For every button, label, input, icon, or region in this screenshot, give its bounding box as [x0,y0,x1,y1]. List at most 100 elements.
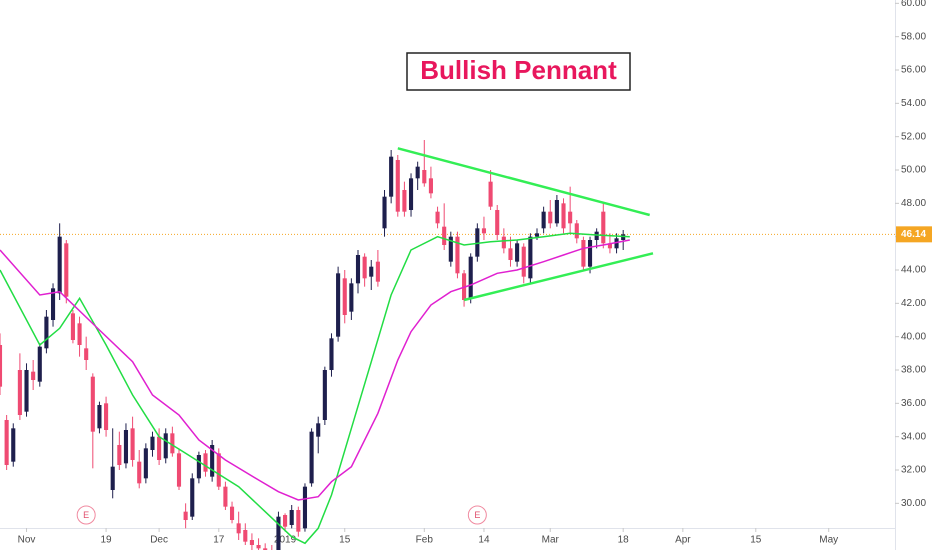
annotation: Bullish Pennant [420,55,617,85]
candle-body [4,420,9,465]
candle-body [210,445,215,477]
candle-body [296,510,301,532]
candle-body [408,178,414,210]
x-tick-label: Mar [542,535,560,546]
candle-body [17,370,22,415]
moving-average [0,232,630,545]
candle-body [501,236,506,249]
x-tick-label: May [819,535,838,546]
candle-body [0,345,3,387]
moving-average [0,239,630,501]
candle-body [594,231,599,240]
candle-body [150,436,155,450]
earnings-marker [467,505,487,525]
candle-body [283,515,288,527]
candle-body [157,436,162,460]
candle-body [243,530,248,542]
candle-body [143,448,148,479]
trendline [397,147,651,217]
candle-body [289,510,294,525]
candle-body [90,376,95,432]
candle-body [515,243,520,262]
candle-body [64,243,69,297]
candle-body [190,478,195,517]
earnings-label: E [83,510,89,520]
candle-body [435,211,440,224]
candle-body [415,166,420,179]
candle-body [574,223,579,239]
candle-body [442,226,447,245]
candle-body [534,233,540,237]
trendline [463,252,654,302]
candle-body [508,248,513,260]
y-tick-label: 40.00 [901,331,926,342]
candle-body [236,523,241,534]
candle-body [302,486,308,529]
candle-body [196,455,201,479]
candle-body [395,160,400,212]
x-tick-label: 15 [750,535,762,546]
candle-body [422,170,427,184]
candle-body [24,370,29,412]
candle-body [37,346,42,382]
candle-body [57,236,62,294]
candle-body [309,431,314,484]
candle-body [614,238,619,249]
y-tick-label: 44.00 [901,265,926,276]
candle-body [601,211,606,244]
candle-body [322,370,327,420]
y-tick-label: 50.00 [901,165,926,176]
candle-body [123,430,129,464]
candle-body [170,433,175,454]
candle-body [84,348,89,360]
x-tick-label: Dec [150,535,168,546]
candle-body [50,288,56,320]
candle-body [607,243,612,249]
x-tick-label: 17 [213,535,225,546]
candle-body [44,316,49,349]
x-tick-label: Nov [18,535,36,546]
candle-body [276,516,281,550]
x-tick-label: 14 [478,535,490,546]
candle-body [355,255,361,284]
candle-body [342,278,347,315]
candle-body [130,428,135,460]
last-price-box [896,226,932,243]
candle-body [541,211,546,229]
candle-body [375,261,380,282]
candle-body [455,236,460,274]
candle-body [104,403,109,430]
x-tick-label: 2019 [274,535,297,546]
y-tick-label: 30.00 [901,498,926,509]
candle-body [137,461,142,484]
x-tick-label: Feb [416,535,434,546]
y-tick-label: 56.00 [901,65,926,76]
y-tick-label: 32.00 [901,465,926,476]
candle-body [488,181,493,207]
y-tick-label: 34.00 [901,431,926,442]
candle-body [349,283,354,312]
candle-body [369,266,374,277]
candle-body [229,506,235,520]
candle-body [521,246,526,277]
candle-body [70,313,75,340]
y-tick-label: 58.00 [901,31,926,42]
candle-body [568,211,573,224]
candle-body [528,236,533,279]
candle-body [31,371,36,380]
candle-body [621,234,626,240]
x-tick-label: Apr [675,535,691,546]
candle-body [554,200,559,224]
x-tick-label: 15 [339,535,351,546]
candle-body [382,196,387,229]
candle-body [223,486,228,507]
candle-body [249,540,254,545]
candle-body [183,511,188,520]
x-tick-label: 18 [618,535,630,546]
candle-body [97,405,102,429]
candle-body [495,210,500,235]
earnings-marker [76,505,96,525]
annotation-box [406,52,631,91]
